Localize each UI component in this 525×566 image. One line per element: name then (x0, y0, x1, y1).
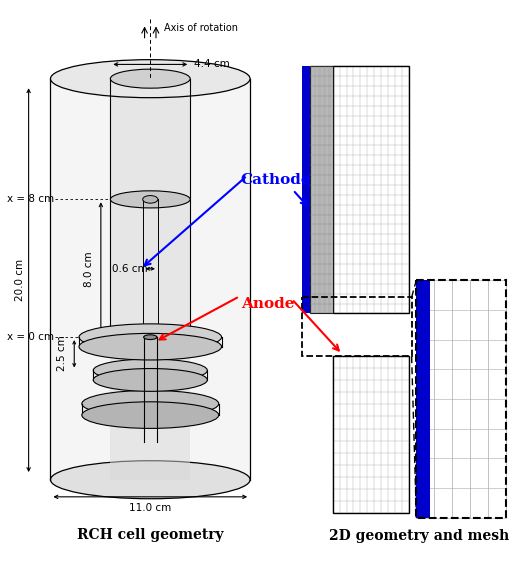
Bar (416, 280, 506, 518)
Ellipse shape (93, 368, 207, 391)
Bar (333, 356, 409, 513)
Ellipse shape (79, 333, 222, 360)
Bar (310, 66, 333, 314)
Text: Cathode: Cathode (240, 173, 311, 187)
Polygon shape (50, 79, 250, 480)
Bar (333, 66, 409, 314)
Polygon shape (110, 79, 190, 480)
Ellipse shape (50, 59, 250, 98)
Text: 0.6 cm: 0.6 cm (112, 264, 148, 274)
Ellipse shape (50, 461, 250, 499)
Ellipse shape (79, 324, 222, 350)
Bar (416, 280, 429, 518)
Ellipse shape (144, 335, 157, 340)
Ellipse shape (110, 69, 190, 88)
Ellipse shape (82, 391, 219, 417)
Text: 8.0 cm: 8.0 cm (85, 251, 94, 286)
Text: x = 8 cm: x = 8 cm (7, 194, 54, 204)
Ellipse shape (82, 402, 219, 428)
Text: Axis of rotation: Axis of rotation (164, 23, 238, 33)
Text: 4.4 cm: 4.4 cm (194, 59, 230, 70)
Ellipse shape (110, 191, 190, 208)
Text: Anode: Anode (242, 297, 295, 311)
Bar (302, 66, 310, 314)
Text: 11.0 cm: 11.0 cm (129, 503, 171, 513)
Bar (333, 356, 409, 513)
Ellipse shape (93, 359, 207, 382)
Bar (333, 66, 409, 314)
Text: x = 0 cm: x = 0 cm (7, 332, 54, 342)
Bar (416, 280, 506, 518)
Ellipse shape (143, 196, 158, 203)
Bar (302, 297, 412, 356)
Text: 2D geometry and mesh: 2D geometry and mesh (329, 529, 509, 543)
Text: RCH cell geometry: RCH cell geometry (77, 528, 224, 542)
Text: 2.5 cm: 2.5 cm (57, 336, 67, 371)
Text: 20.0 cm: 20.0 cm (15, 259, 25, 301)
